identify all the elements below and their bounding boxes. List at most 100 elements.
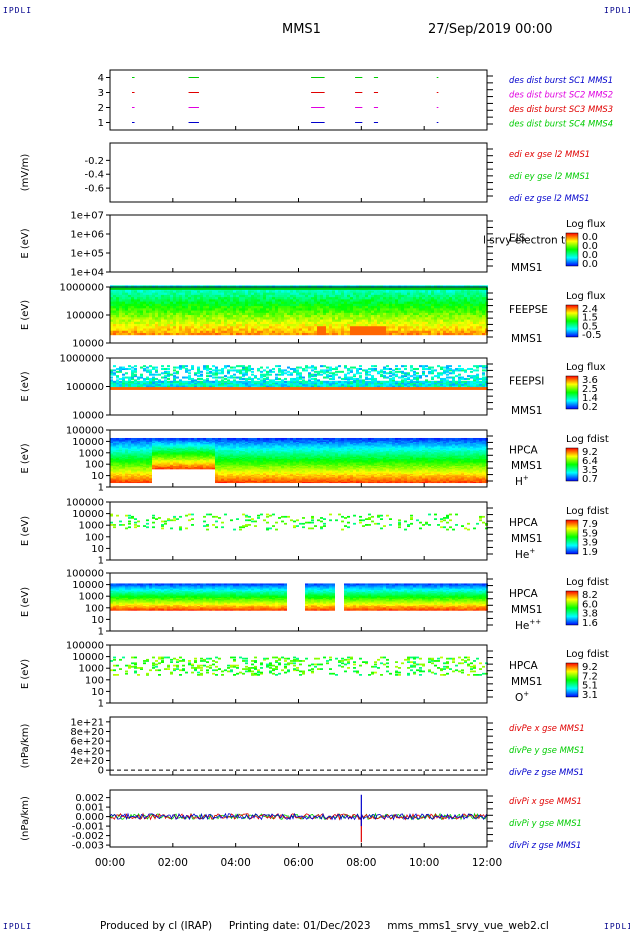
panel-feepse-cell xyxy=(206,330,209,333)
panel-feepsi-cell xyxy=(131,366,134,369)
panel-feepse-cell xyxy=(269,325,272,329)
panel-feepse-cell xyxy=(203,314,206,318)
panel-feepse-cell xyxy=(341,307,344,311)
panel-feepse-cell xyxy=(347,318,350,322)
panel-feepsi-cell xyxy=(449,365,452,368)
panel-eis-colorbar xyxy=(565,232,579,267)
panel-feepse-cell xyxy=(371,298,374,302)
panel-feepse-cell xyxy=(212,294,215,298)
panel-feepsi-cell xyxy=(461,387,464,390)
panel-feepse-cell xyxy=(284,316,287,320)
panel-feepse-cell xyxy=(353,323,356,327)
panel-feepse-cell xyxy=(392,307,395,311)
panel-feepse-cell xyxy=(209,312,212,316)
panel-feepse-cell xyxy=(203,296,206,300)
panel-feepse-cell xyxy=(149,294,152,298)
panel-feepsi-cell xyxy=(176,386,179,389)
panel-feepse-cell xyxy=(290,318,293,322)
panel-feepse-cell xyxy=(272,314,275,318)
panel-feepse-cell xyxy=(338,292,341,295)
panel-feepse-cell xyxy=(110,318,113,322)
panel-feepse-cell xyxy=(464,332,467,336)
panel-feepse-cell xyxy=(218,296,221,300)
panel-feepse-cell xyxy=(431,292,434,295)
panel-hpca-h-cell xyxy=(146,458,149,461)
panel-feepse-cell xyxy=(401,314,404,318)
panel-feepse-cell xyxy=(182,327,185,331)
panel-feepse-cell xyxy=(308,298,311,302)
panel-feepse-cell xyxy=(335,314,338,318)
panel-hpca-h-cell xyxy=(131,442,134,445)
panel-hpca-h-cell xyxy=(116,449,119,452)
panel-feepse-cell xyxy=(167,325,170,329)
panel-feepsi-cell xyxy=(173,382,176,385)
panel-hpca-h-cell xyxy=(119,441,122,444)
panel-feepsi-cell xyxy=(386,387,389,390)
panel-feepse-cell xyxy=(365,327,368,331)
panel-feepse-cell xyxy=(272,289,275,293)
panel-feepse-cell xyxy=(314,294,317,298)
panel-feepsi-cell xyxy=(266,387,269,390)
panel-feepse-cell xyxy=(128,323,131,327)
panel-feepse-cell xyxy=(311,321,314,324)
panel-feepse-cell xyxy=(296,312,299,316)
panel-feepse-cell xyxy=(425,332,428,336)
panel-feepse-cell xyxy=(446,325,449,329)
panel-feepsi-cell xyxy=(128,387,131,390)
panel-hpca-h-cell xyxy=(113,447,116,449)
panel-feepse-cell xyxy=(221,318,224,322)
panel-feepse-cell xyxy=(221,298,224,302)
panel-feepse-cell xyxy=(302,289,305,293)
panel-feepsi-cell xyxy=(482,382,485,385)
panel-feepse-cell xyxy=(311,325,314,329)
panel-feepse-cell xyxy=(149,312,152,316)
panel-feepse-cell xyxy=(332,298,335,302)
panel-hpca-h-cell xyxy=(140,481,143,484)
panel-feepsi-cell xyxy=(323,372,326,375)
panel-hpca-h-cell xyxy=(140,463,143,465)
panel-hpca-h-cell xyxy=(110,479,113,481)
panel-feepsi-cell xyxy=(152,379,155,382)
panel-feepse-cell xyxy=(359,314,362,318)
panel-feepsi-cell xyxy=(149,383,152,386)
panel-feepsi-cell xyxy=(476,385,479,388)
panel-feepse-cell xyxy=(467,309,470,313)
panel-feepsi-cell xyxy=(230,382,233,385)
panel-feepsi-cell xyxy=(191,382,194,385)
panel-feepse-cell xyxy=(155,298,158,302)
panel-feepse-cell xyxy=(440,301,443,304)
panel-feepse-cell xyxy=(119,332,122,336)
panel-feepsi-cell xyxy=(281,385,284,388)
panel-feepse-cell xyxy=(431,330,434,333)
panel-hpca-h-cell xyxy=(122,459,125,462)
panel-hpca-h-cell xyxy=(113,439,116,441)
panel-feepse-cell xyxy=(359,330,362,333)
panel-feepse-cell xyxy=(140,330,143,333)
panel-hpca-h-cell xyxy=(134,463,137,465)
panel-feepse-cell xyxy=(329,292,332,295)
panel-feepse-cell xyxy=(257,332,260,336)
panel-feepse-cell xyxy=(350,325,353,329)
panel-feepse-cell xyxy=(425,314,428,318)
panel-feepse-cell xyxy=(350,309,353,313)
panel-feepse-cell xyxy=(317,301,320,304)
panel-feepsi-cell xyxy=(305,369,308,372)
panel-feepsi-cell xyxy=(185,367,188,370)
panel-feepsi-cell xyxy=(452,370,455,373)
panel-feepse-cell xyxy=(359,316,362,320)
panel-feepse-cell xyxy=(275,323,278,327)
panel-feepse-cell xyxy=(272,318,275,322)
panel-feepsi-cell xyxy=(170,386,173,389)
panel-feepse-top-band xyxy=(425,287,428,290)
panel-feepse-cell xyxy=(200,301,203,304)
panel-feepse-cell xyxy=(449,318,452,322)
panel-feepse-cell xyxy=(248,303,251,307)
panel-feepse-cell xyxy=(425,296,428,300)
panel-edi-legend-green: edi ey gse l2 MMS1 xyxy=(509,171,590,181)
panel-feepse-cell xyxy=(110,330,113,333)
panel-feepse-cell xyxy=(323,298,326,302)
panel-feepsi-cell xyxy=(155,369,158,372)
panel-feepse-cell xyxy=(356,327,359,331)
panel-feepse-cell xyxy=(242,332,245,336)
panel-feepse-cell xyxy=(206,292,209,295)
